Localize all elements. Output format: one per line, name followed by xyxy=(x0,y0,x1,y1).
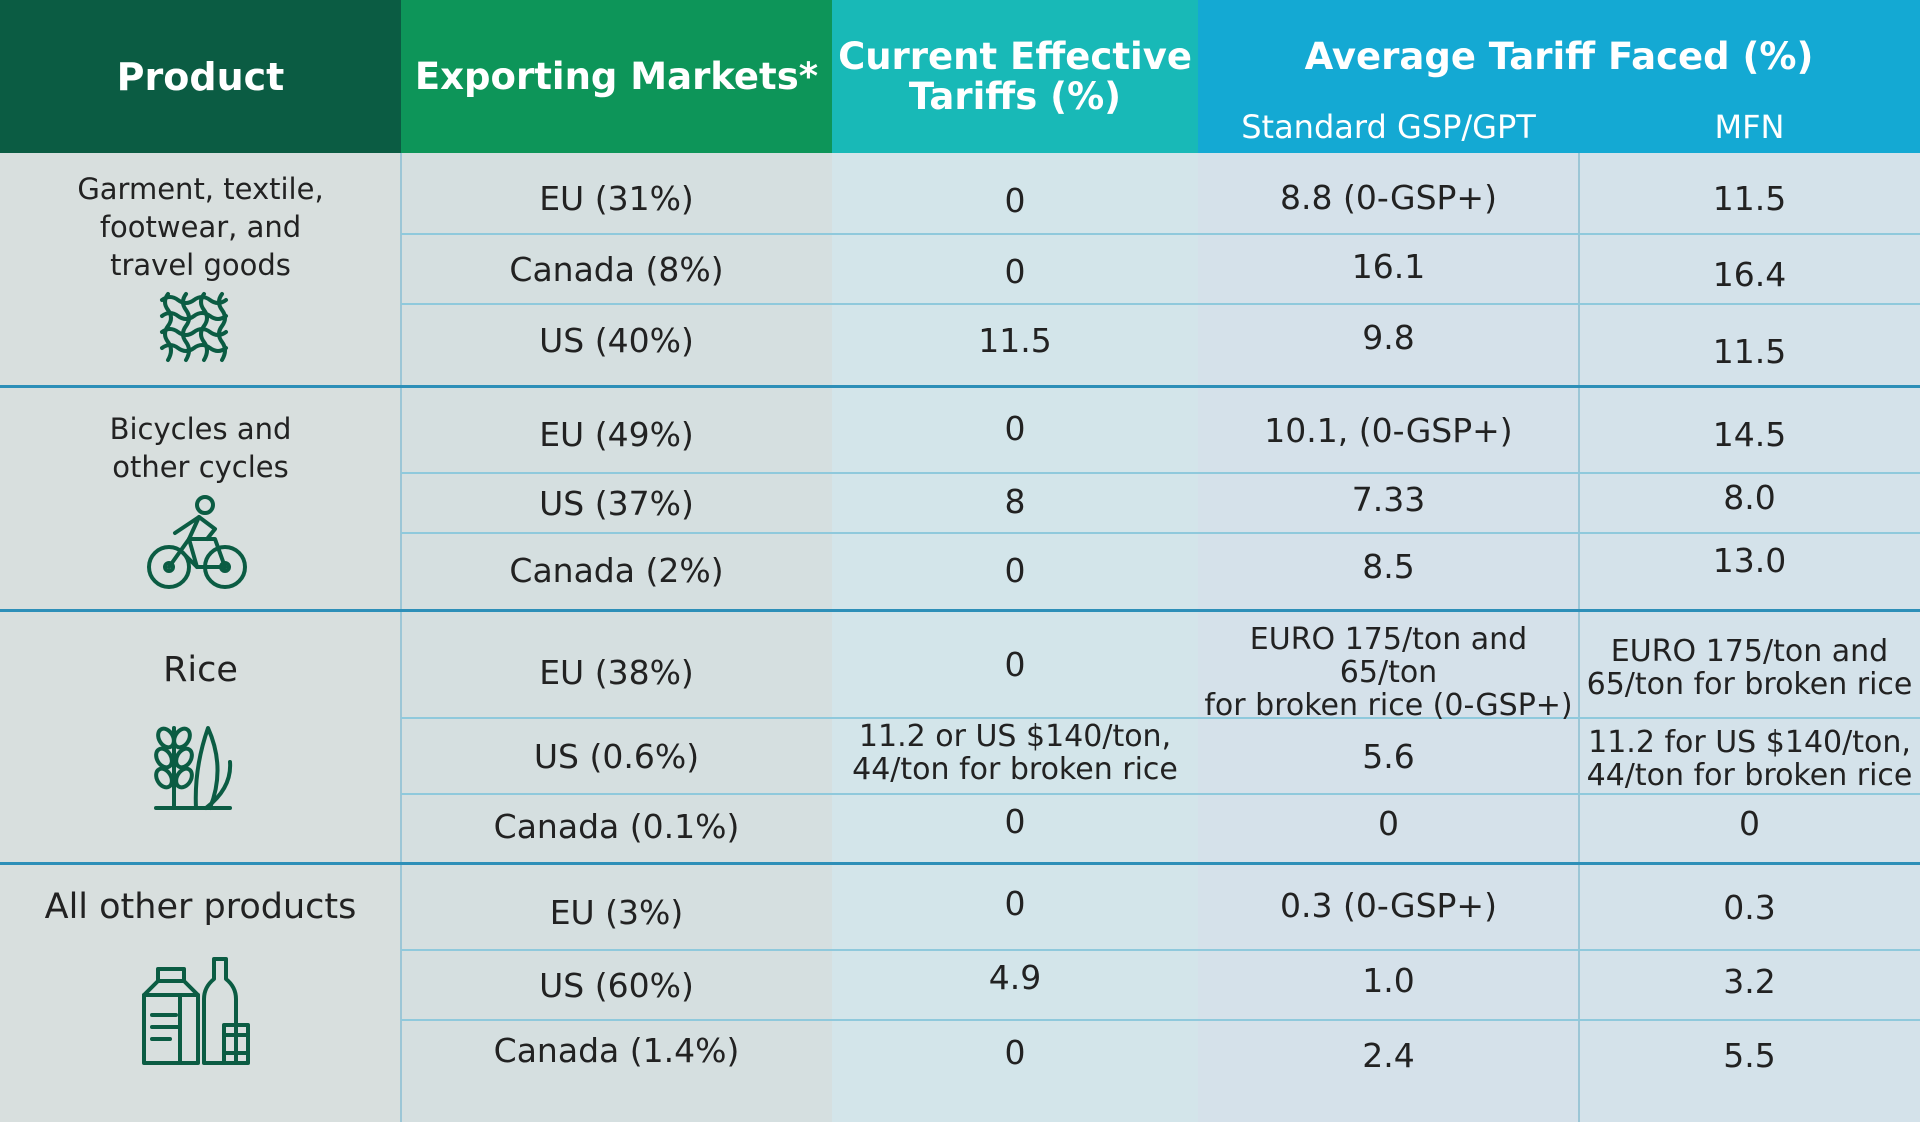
product-label-garments: Garment, textile, footwear, and travel g… xyxy=(0,168,401,286)
current-cell: 11.5 xyxy=(978,320,1052,360)
current-cell: 0 xyxy=(1004,408,1026,448)
current-column-bg xyxy=(832,153,1198,1122)
gsp-cell: 0.3 (0-GSP+) xyxy=(1280,885,1497,925)
header-mfn: MFN xyxy=(1714,108,1785,146)
gsp-cell: 8.5 xyxy=(1362,546,1415,586)
product-label-bicycles: Bicycles and other cycles xyxy=(0,408,401,488)
header-product: Product xyxy=(0,0,401,153)
current-cell: 0 xyxy=(1004,550,1026,590)
mfn-cell: 14.5 xyxy=(1712,414,1787,454)
market-cell: US (40%) xyxy=(539,320,694,360)
market-cell: Canada (2%) xyxy=(509,550,724,590)
current-cell: 0 xyxy=(1004,801,1026,841)
mfn-cell: 11.5 xyxy=(1712,331,1787,371)
gsp-cell: 1.0 xyxy=(1362,960,1415,1000)
row-divider xyxy=(401,793,1920,795)
gsp-cell: 16.1 xyxy=(1351,246,1426,286)
textile-weave-icon xyxy=(160,292,228,362)
gsp-cell: 10.1, (0-GSP+) xyxy=(1264,410,1513,450)
mfn-cell: 13.0 xyxy=(1712,540,1787,580)
mfn-cell: 0 xyxy=(1739,803,1760,843)
gsp-cell: 8.8 (0-GSP+) xyxy=(1280,177,1497,217)
market-cell: EU (31%) xyxy=(539,178,694,218)
market-cell: US (37%) xyxy=(539,483,694,523)
product-label-rice: Rice xyxy=(0,645,401,695)
mfn-cell: 16.4 xyxy=(1712,254,1787,294)
header-current-line2: Tariffs (%) xyxy=(908,74,1122,118)
product-label-other: All other products xyxy=(0,882,401,932)
gsp-cell: 2.4 xyxy=(1362,1035,1415,1075)
column-divider xyxy=(400,153,402,1122)
product-line: footwear, and xyxy=(99,210,302,244)
gsp-line: EURO 175/ton and 65/ton xyxy=(1249,621,1528,690)
mfn-cell: 11.2 for US $140/ton, 44/ton for broken … xyxy=(1579,722,1920,796)
market-cell: EU (38%) xyxy=(539,652,694,692)
product-line: travel goods xyxy=(110,248,291,282)
market-cell: US (60%) xyxy=(539,965,694,1005)
mfn-cell: 11.5 xyxy=(1712,178,1787,218)
current-cell: 11.2 or US $140/ton, 44/ton for broken r… xyxy=(832,716,1198,790)
market-cell: Canada (1.4%) xyxy=(493,1030,740,1070)
market-cell: Canada (0.1%) xyxy=(493,806,740,846)
mfn-cell: EURO 175/ton and 65/ton for broken rice xyxy=(1579,628,1920,708)
current-cell: 4.9 xyxy=(988,957,1042,997)
current-cell: 0 xyxy=(1004,251,1026,291)
mfn-cell: 0.3 xyxy=(1723,887,1776,927)
product-line: other cycles xyxy=(112,450,289,484)
product-line: Bicycles and xyxy=(109,412,292,446)
market-cell: EU (49%) xyxy=(539,414,694,454)
gsp-line: for broken rice (0-GSP+) xyxy=(1204,687,1573,723)
row-divider xyxy=(401,532,1920,534)
group-divider xyxy=(0,862,1920,865)
mfn-line: 44/ton for broken rice xyxy=(1586,758,1913,793)
product-line: All other products xyxy=(44,887,357,927)
group-divider xyxy=(0,609,1920,612)
current-line: 11.2 or US $140/ton, xyxy=(858,719,1172,754)
gsp-cell: 0 xyxy=(1378,803,1399,843)
current-cell: 0 xyxy=(1004,180,1026,220)
current-line: 44/ton for broken rice xyxy=(852,752,1178,787)
header-exporting-markets: Exporting Markets* xyxy=(401,0,832,153)
column-divider xyxy=(1578,153,1580,1122)
mfn-cell: 8.0 xyxy=(1723,477,1776,517)
mfn-cell: 3.2 xyxy=(1723,961,1776,1001)
rice-plant-icon xyxy=(154,726,233,810)
header-standard-gsp: Standard GSP/GPT xyxy=(1241,108,1536,146)
row-divider xyxy=(401,303,1920,305)
current-cell: 0 xyxy=(1004,883,1026,923)
current-cell: 0 xyxy=(1004,644,1026,684)
row-divider xyxy=(401,1019,1920,1021)
mfn-line: 65/ton for broken rice xyxy=(1586,667,1913,702)
header-average-bg xyxy=(1198,0,1920,153)
row-divider xyxy=(401,472,1920,474)
mfn-cell: 5.5 xyxy=(1723,1035,1776,1075)
current-cell: 0 xyxy=(1004,1032,1026,1072)
gsp-column-bg xyxy=(1198,153,1579,1122)
gsp-cell: 9.8 xyxy=(1362,317,1415,357)
product-line: Garment, textile, xyxy=(77,172,324,206)
mfn-column-bg xyxy=(1579,153,1920,1122)
mfn-line: EURO 175/ton and xyxy=(1610,634,1889,669)
market-cell: US (0.6%) xyxy=(533,736,700,776)
product-line: Rice xyxy=(163,650,238,690)
header-average-tariff: Average Tariff Faced (%) xyxy=(1304,34,1814,78)
row-divider xyxy=(401,949,1920,951)
mfn-line: 11.2 for US $140/ton, xyxy=(1588,725,1911,760)
gsp-cell: 7.33 xyxy=(1351,479,1426,519)
packaged-goods-icon xyxy=(142,957,250,1065)
header-current-effective: Current Effective Tariffs (%) xyxy=(832,0,1198,153)
row-divider xyxy=(401,717,1920,719)
cyclist-icon xyxy=(147,495,247,589)
current-cell: 8 xyxy=(1004,481,1026,521)
gsp-cell: EURO 175/ton and 65/ton for broken rice … xyxy=(1198,623,1579,722)
market-cell: Canada (8%) xyxy=(509,249,724,289)
row-divider xyxy=(401,233,1920,235)
gsp-cell: 5.6 xyxy=(1362,736,1415,776)
header-current-line1: Current Effective xyxy=(838,34,1192,78)
markets-column-bg xyxy=(401,153,832,1122)
group-divider xyxy=(0,385,1920,388)
market-cell: EU (3%) xyxy=(549,892,684,932)
